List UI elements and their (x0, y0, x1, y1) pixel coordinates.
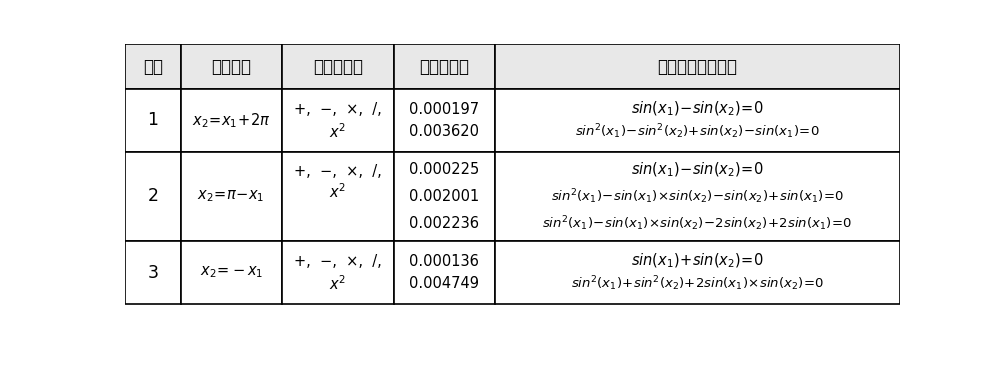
Text: 输入模式: 输入模式 (211, 57, 251, 75)
Bar (394, 89, 495, 152)
Bar (495, 89, 900, 152)
Text: 0.000225: 0.000225 (409, 162, 479, 177)
Text: 0.000197: 0.000197 (409, 102, 479, 117)
Bar (181, 241, 282, 304)
Text: 适应度大小: 适应度大小 (419, 57, 469, 75)
Bar (125, 241, 181, 304)
Bar (282, 152, 394, 241)
Text: 1: 1 (147, 112, 158, 130)
Text: $\mathit{sin}^2(x_1)\!-\!\mathit{sin}(x_1)\!\times\!\mathit{sin}(x_2)\!-\!\mathi: $\mathit{sin}^2(x_1)\!-\!\mathit{sin}(x_… (551, 187, 844, 206)
Bar (495, 152, 900, 241)
Bar (282, 241, 394, 304)
Text: $\mathit{sin}(x_1)\!+\!\mathit{sin}(x_2)\!=\!0$: $\mathit{sin}(x_1)\!+\!\mathit{sin}(x_2)… (631, 252, 764, 270)
Bar (125, 152, 181, 241)
Text: $x^2$: $x^2$ (329, 275, 346, 293)
Text: $x_2\!=\!x_1\!+\!2\pi$: $x_2\!=\!x_1\!+\!2\pi$ (192, 111, 270, 130)
Text: 0.002001: 0.002001 (409, 189, 479, 204)
Text: $\mathit{sin}(x_1)\!-\!\mathit{sin}(x_2)\!=\!0$: $\mathit{sin}(x_1)\!-\!\mathit{sin}(x_2)… (631, 160, 764, 179)
Bar (394, 152, 495, 241)
Text: +,  −,  ×,  /,: +, −, ×, /, (294, 164, 382, 179)
Bar (125, 44, 181, 89)
Bar (495, 44, 900, 89)
Text: 2: 2 (147, 187, 158, 205)
Bar (181, 89, 282, 152)
Bar (125, 89, 181, 152)
Text: 挖掘出的输出模式: 挖掘出的输出模式 (657, 57, 737, 75)
Text: 算术符集合: 算术符集合 (313, 57, 363, 75)
Text: 0.004749: 0.004749 (409, 276, 479, 291)
Text: 序号: 序号 (143, 57, 163, 75)
Text: $\mathit{sin}(x_1)\!-\!\mathit{sin}(x_2)\!=\!0$: $\mathit{sin}(x_1)\!-\!\mathit{sin}(x_2)… (631, 100, 764, 118)
Bar (495, 241, 900, 304)
Text: 0.002236: 0.002236 (409, 216, 479, 231)
Text: $x^2$: $x^2$ (329, 122, 346, 141)
Text: $\mathit{sin}^2(x_1)\!-\!\mathit{sin}(x_1)\!\times\!\mathit{sin}(x_2)\!-\!2\math: $\mathit{sin}^2(x_1)\!-\!\mathit{sin}(x_… (542, 214, 852, 233)
Text: $x_2\!=\!-x_1$: $x_2\!=\!-x_1$ (200, 265, 263, 280)
Bar (181, 44, 282, 89)
Bar (394, 44, 495, 89)
Text: 0.000136: 0.000136 (409, 254, 479, 269)
Text: 0.003620: 0.003620 (409, 124, 479, 139)
Text: 3: 3 (147, 263, 158, 282)
Bar (394, 241, 495, 304)
Text: $\mathit{sin}^2(x_1)\!-\!\mathit{sin}^2(x_2)\!+\!\mathit{sin}(x_2)\!-\!\mathit{s: $\mathit{sin}^2(x_1)\!-\!\mathit{sin}^2(… (575, 122, 820, 141)
Text: +,  −,  ×,  /,: +, −, ×, /, (294, 102, 382, 117)
Text: $x^2$: $x^2$ (329, 183, 346, 201)
Bar (181, 152, 282, 241)
Text: $x_2\!=\!\pi\!-\!x_1$: $x_2\!=\!\pi\!-\!x_1$ (197, 189, 265, 204)
Text: +,  −,  ×,  /,: +, −, ×, /, (294, 254, 382, 269)
Bar (282, 44, 394, 89)
Bar (282, 89, 394, 152)
Text: $\mathit{sin}^2(x_1)\!+\!\mathit{sin}^2(x_2)\!+\!2\mathit{sin}(x_1)\!\times\!\ma: $\mathit{sin}^2(x_1)\!+\!\mathit{sin}^2(… (571, 275, 824, 293)
